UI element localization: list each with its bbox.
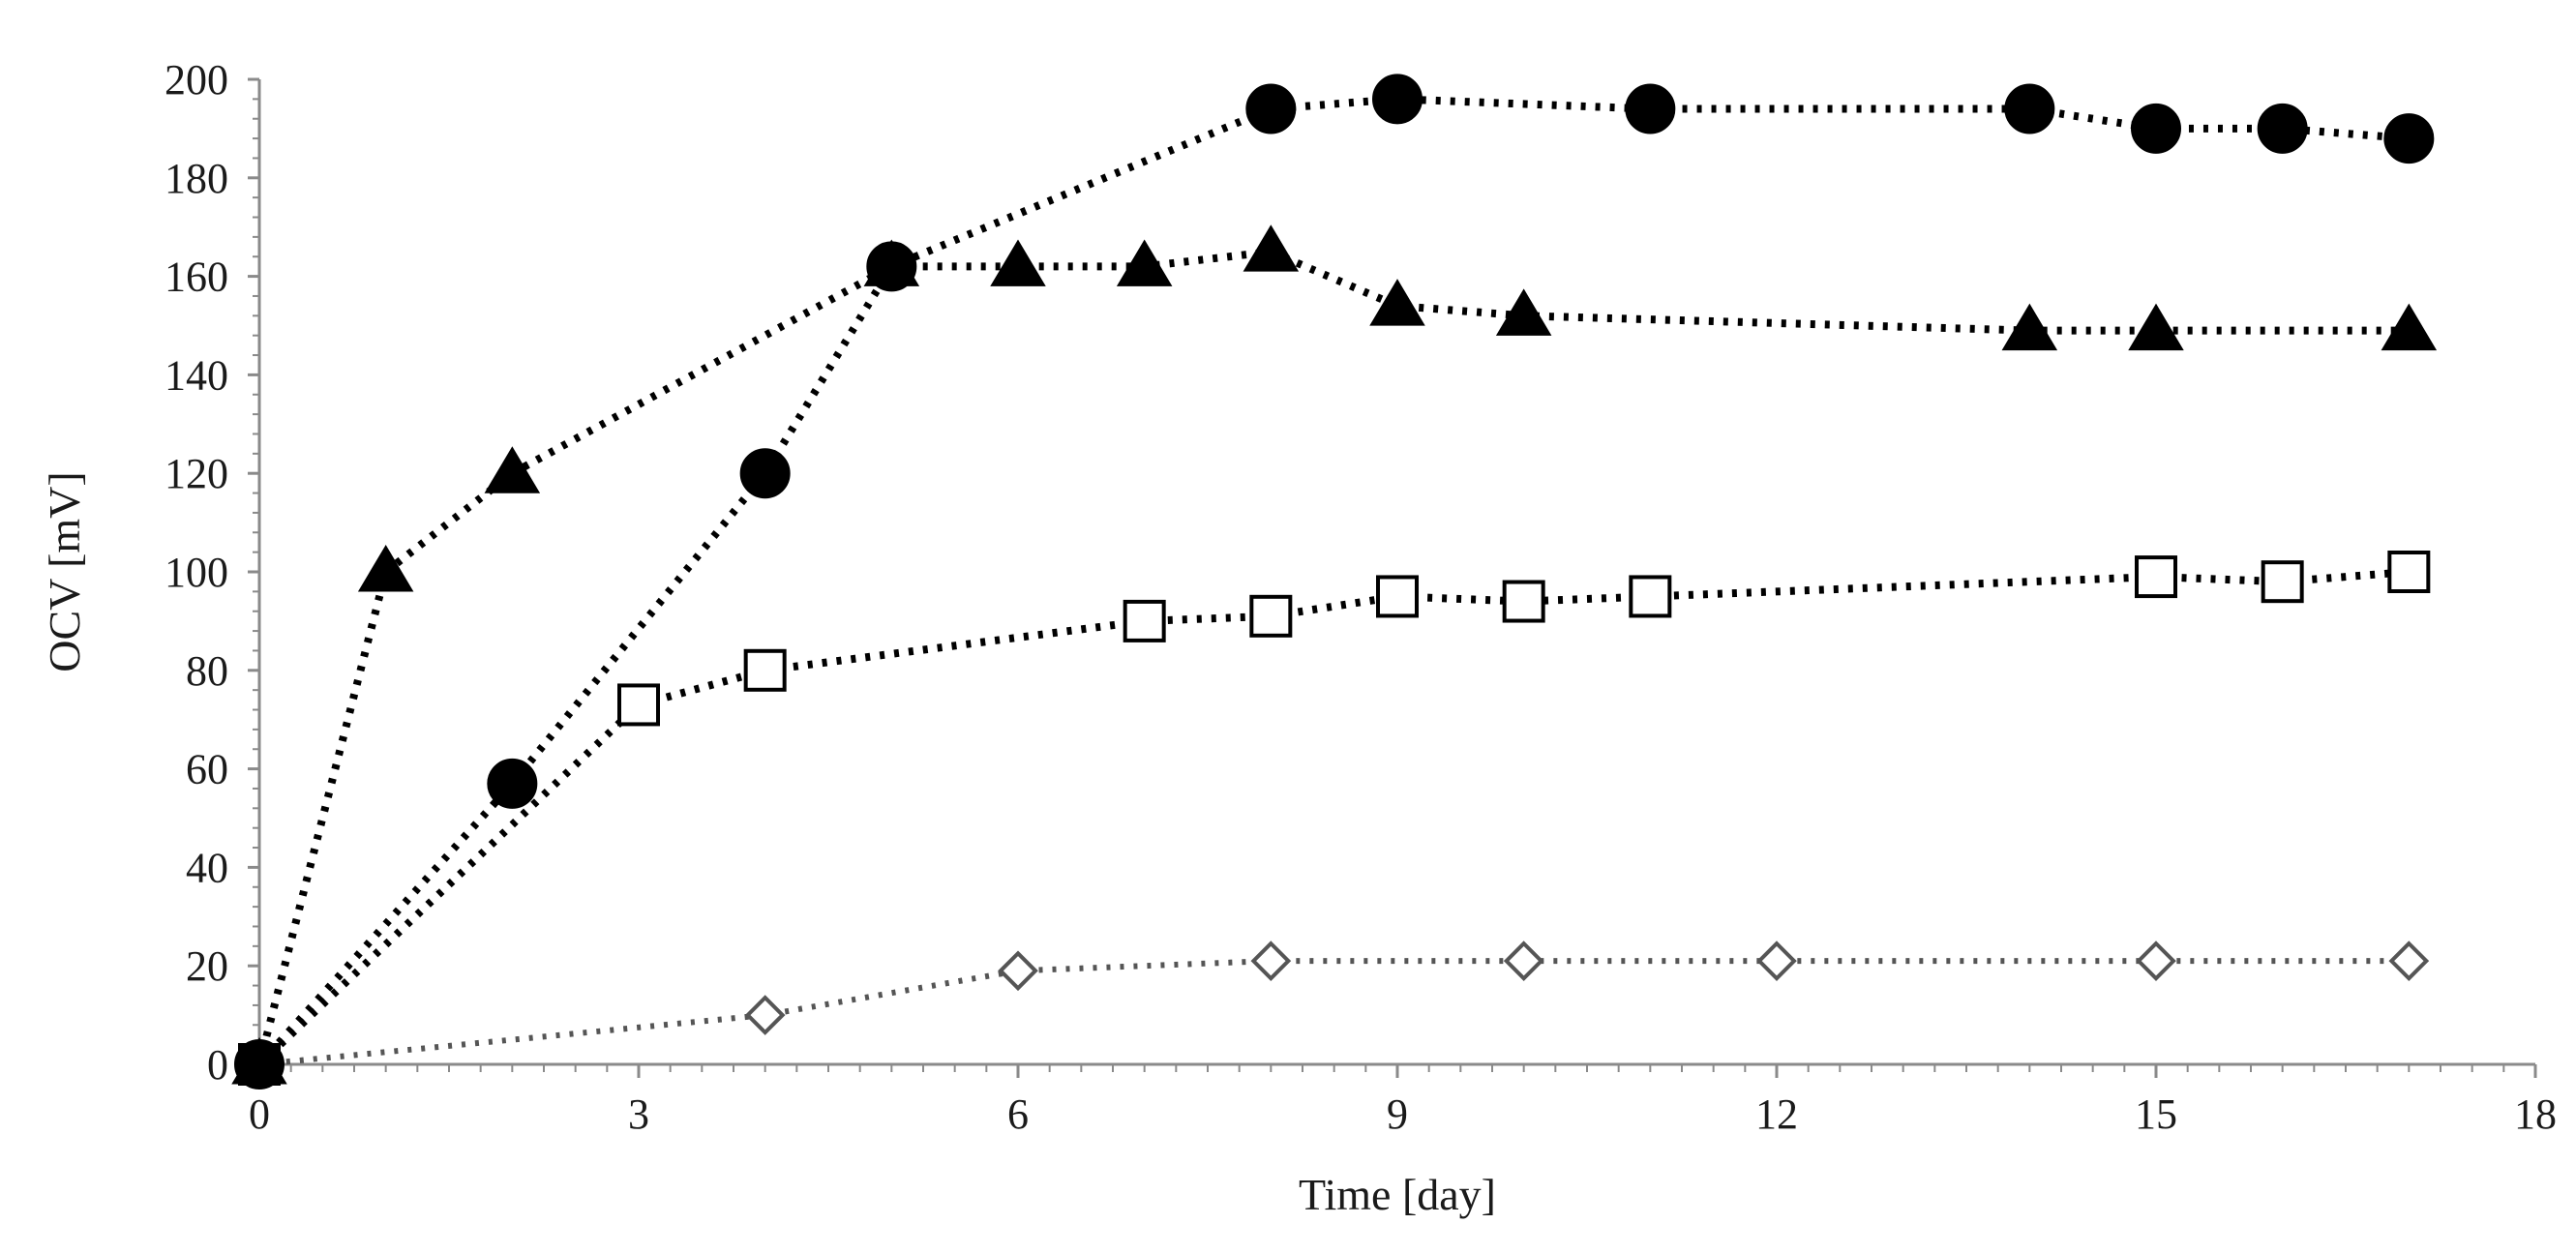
- x-tick-label: 18: [2514, 1090, 2557, 1138]
- data-point-square: [2261, 560, 2304, 604]
- y-tick-label: 100: [165, 549, 228, 596]
- data-point-triangle: [1243, 224, 1300, 272]
- series-line-diamond: [258, 958, 2410, 1067]
- x-axis-title: Time [day]: [1299, 1170, 1496, 1219]
- x-tick-label: 6: [1007, 1090, 1029, 1138]
- data-point-triangle: [990, 239, 1046, 286]
- data-point-triangle: [2128, 303, 2184, 351]
- data-point-triangle: [2001, 303, 2058, 351]
- data-point-diamond: [998, 950, 1038, 992]
- data-point-square: [1123, 599, 1166, 642]
- data-point-triangle: [1495, 288, 1552, 336]
- series-triangle: [231, 224, 2438, 1085]
- y-tick-label: 80: [186, 647, 228, 695]
- data-point-circle: [1245, 83, 1297, 134]
- data-point-circle: [2257, 103, 2308, 154]
- y-tick-label: 60: [186, 746, 228, 793]
- data-point-circle: [866, 241, 917, 292]
- axes: 0 20 40 60 80 100 120 140 160 180 200 0 3 6 9 12 15 18: [165, 56, 2557, 1138]
- data-point-square: [2387, 551, 2431, 593]
- data-point-circle: [234, 1039, 285, 1090]
- data-point-square: [1629, 575, 1672, 618]
- y-tick-label: 120: [165, 450, 228, 497]
- y-axis-title: OCV [mV]: [40, 471, 89, 672]
- series-line-triangle: [255, 248, 2410, 1065]
- data-point-triangle: [2381, 303, 2438, 351]
- data-point-circle: [487, 758, 538, 809]
- x-tick-label: 9: [1387, 1090, 1408, 1138]
- data-point-square: [1376, 575, 1419, 618]
- data-point-triangle: [1116, 239, 1173, 286]
- series-circle: [234, 74, 2435, 1090]
- data-point-diamond: [1503, 940, 1544, 981]
- data-point-square: [743, 648, 787, 692]
- y-tick-label: 180: [165, 155, 228, 202]
- data-point-circle: [1372, 74, 1423, 125]
- series-group: [231, 74, 2438, 1090]
- series-diamond: [239, 940, 2430, 1085]
- y-tick-label: 140: [165, 351, 228, 399]
- series-line-circle: [256, 95, 2410, 1067]
- x-tick-label: 0: [249, 1090, 270, 1138]
- data-point-circle: [2131, 103, 2181, 154]
- data-point-circle: [2004, 83, 2055, 134]
- data-point-diamond: [2136, 940, 2176, 981]
- x-tick-label: 12: [1755, 1090, 1798, 1138]
- data-point-diamond: [1756, 940, 1797, 981]
- data-point-square: [1502, 580, 1545, 623]
- data-point-triangle: [1369, 279, 1425, 326]
- x-tick-label: 3: [628, 1090, 649, 1138]
- y-tick-label: 160: [165, 254, 228, 301]
- data-point-diamond: [2388, 940, 2430, 981]
- data-point-circle: [739, 448, 791, 499]
- series-line-square: [256, 568, 2410, 1067]
- y-tick-label: 200: [165, 56, 228, 104]
- data-point-square: [2135, 555, 2177, 599]
- y-tick-label: 40: [186, 844, 228, 891]
- data-point-diamond: [744, 995, 786, 1035]
- data-point-circle: [1625, 83, 1676, 134]
- y-tick-label: 0: [207, 1041, 228, 1089]
- data-point-triangle: [484, 446, 541, 493]
- data-point-circle: [2383, 113, 2435, 164]
- x-tick-label: 15: [2135, 1090, 2177, 1138]
- data-point-square: [1249, 594, 1293, 638]
- series-square: [238, 551, 2431, 1086]
- data-point-diamond: [1250, 940, 1292, 981]
- data-point-triangle: [357, 545, 414, 592]
- data-point-square: [617, 683, 660, 727]
- y-tick-label: 20: [186, 942, 228, 990]
